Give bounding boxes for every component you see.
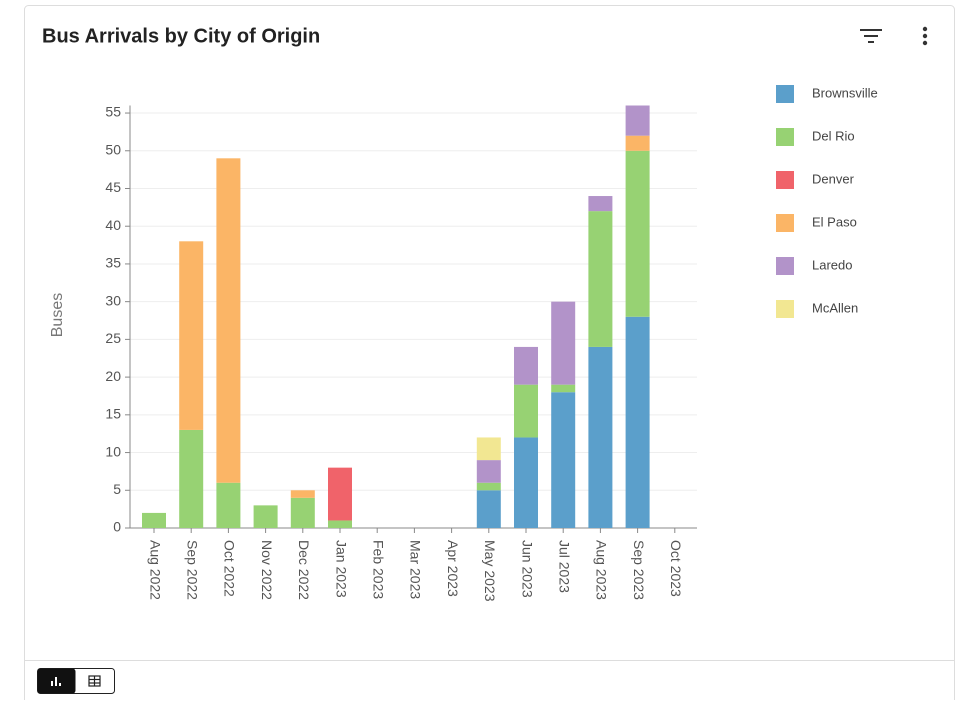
bar-segment [216, 482, 241, 528]
bar-segment [551, 301, 576, 385]
x-tick-label: Nov 2022 [259, 540, 275, 600]
y-tick-label: 50 [105, 141, 121, 157]
bar-segment [476, 460, 501, 483]
card [24, 5, 955, 705]
legend-label: Brownsville [812, 85, 878, 100]
y-tick-label: 10 [105, 443, 121, 459]
x-tick-label: Oct 2023 [668, 540, 684, 597]
y-tick-label: 35 [105, 255, 121, 271]
y-tick-label: 0 [113, 519, 121, 535]
bar-segment [625, 150, 650, 317]
x-tick-label: Jan 2023 [333, 540, 349, 598]
bar-segment [142, 512, 166, 528]
x-tick-label: Dec 2022 [296, 540, 312, 600]
view-toggle [37, 668, 115, 694]
bar-segment [514, 384, 538, 438]
bar-segment [625, 105, 650, 136]
x-tick-label: Aug 2023 [594, 540, 610, 600]
y-axis-label: Buses [49, 293, 66, 337]
legend-label: McAllen [812, 300, 858, 315]
y-tick-label: 20 [105, 368, 121, 384]
legend-label: Denver [812, 171, 855, 186]
bar-segment [328, 467, 352, 521]
x-tick-label: Aug 2022 [147, 540, 163, 600]
menu-icon[interactable] [922, 26, 928, 46]
bar-segment [514, 437, 538, 528]
x-tick-label: Jun 2023 [519, 540, 535, 598]
x-tick-label: Apr 2023 [445, 540, 461, 597]
bar-segment [290, 497, 315, 528]
y-tick-label: 30 [105, 292, 121, 308]
legend-label: El Paso [812, 214, 857, 229]
x-tick-label: Sep 2022 [184, 540, 200, 600]
x-tick-label: Sep 2023 [631, 540, 647, 600]
bar-segment [625, 135, 650, 151]
legend-swatch [776, 300, 794, 318]
bar-segment [179, 429, 204, 528]
y-tick-label: 15 [105, 406, 121, 422]
legend-label: Del Rio [812, 128, 855, 143]
y-tick-label: 55 [105, 104, 121, 120]
legend-swatch [776, 257, 794, 275]
y-tick-label: 45 [105, 179, 121, 195]
legend-swatch [776, 85, 794, 103]
bar-segment [476, 482, 501, 491]
bar-segment [625, 316, 650, 528]
legend-label: Laredo [812, 257, 852, 272]
bar-segment [551, 392, 576, 528]
y-tick-label: 40 [105, 217, 121, 233]
legend-swatch [776, 214, 794, 232]
x-tick-label: May 2023 [482, 540, 498, 602]
bar-segment [588, 196, 613, 212]
bar-segment [328, 520, 352, 528]
x-tick-label: Mar 2023 [408, 540, 424, 599]
bar-segment [216, 158, 241, 483]
bar-segment [179, 241, 204, 430]
table-view-button[interactable] [88, 675, 101, 687]
bar-segment [514, 346, 538, 385]
bar-segment [290, 490, 315, 498]
legend-swatch [776, 171, 794, 189]
x-tick-label: Oct 2022 [222, 540, 238, 597]
chart-title: Bus Arrivals by City of Origin [42, 25, 320, 47]
bar-segment [476, 490, 501, 528]
bar-segment [476, 437, 501, 461]
bar-segment [551, 384, 576, 393]
legend-swatch [776, 128, 794, 146]
bar-segment [588, 346, 613, 528]
y-tick-label: 5 [113, 481, 121, 497]
x-tick-label: Feb 2023 [370, 540, 386, 599]
y-tick-label: 25 [105, 330, 121, 346]
bar-segment [253, 505, 278, 528]
bar-segment [588, 211, 613, 347]
x-tick-label: Jul 2023 [556, 540, 572, 593]
filter-icon[interactable] [860, 29, 882, 43]
